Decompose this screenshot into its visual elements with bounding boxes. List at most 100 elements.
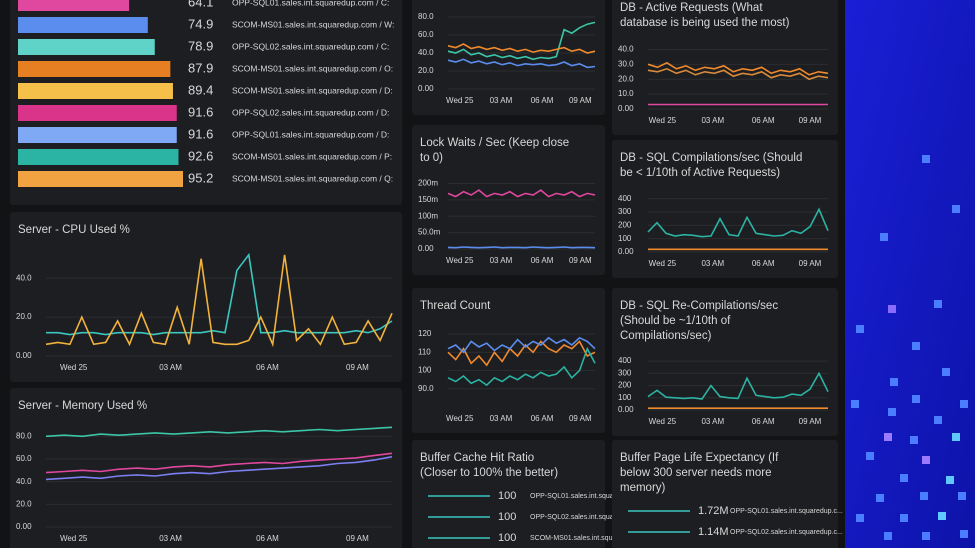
bar-label: SCOM-MS01.sales.int.squaredup.com / P: [232,151,392,161]
y-tick-label: 300 [618,207,632,216]
x-tick-label: Wed 25 [446,96,474,105]
bar-label: OPP-SQL01.sales.int.squaredup.com / C: [232,0,389,7]
series-line [447,189,596,198]
y-tick-label: 20.0 [618,74,634,83]
series-line [647,371,829,400]
x-tick-label: Wed 25 [649,417,677,426]
y-tick-label: 30.0 [618,59,634,68]
bar-value: 89.4 [188,82,213,97]
x-tick-label: Wed 25 [649,259,677,268]
title-line: Thread Count [420,300,491,312]
x-tick-label: 06 AM [752,259,775,268]
title-line: Server - Memory Used % [18,400,147,412]
series-line [447,58,596,69]
y-tick-label: 200 [618,381,632,390]
y-tick-label: 400 [618,356,632,365]
x-tick-label: Wed 25 [649,116,677,125]
bar-label: SCOM-MS01.sales.int.squaredup.com / D: [232,85,393,95]
row-label: OPP-SQL01.sales.int.squar... [530,493,621,500]
x-tick-label: 06 AM [752,116,775,125]
panel-title: Thread Count [420,300,491,312]
x-tick-label: 03 AM [490,256,513,265]
x-tick-label: 03 AM [490,96,513,105]
y-tick-label: 200m [418,179,438,188]
x-tick-label: 06 AM [256,534,279,543]
row-label: OPP-SQL02.sales.int.squar... [530,514,621,521]
series-line [647,207,829,238]
series-line [447,336,596,354]
series-line [647,67,829,81]
x-tick-label: 06 AM [256,363,279,372]
panel-background [412,440,605,548]
title-line: DB - SQL Compilations/sec (Should [620,152,802,164]
panel-background [412,0,605,115]
x-tick-label: 06 AM [531,414,554,423]
panel: Server - Memory Used % 0.00 20.0 40.0 60.0 80… [10,388,402,548]
y-tick-label: 120 [418,329,432,338]
y-tick-label: 400 [618,194,632,203]
title-line: DB - SQL Re-Compilations/sec [620,300,778,312]
x-tick-label: Wed 25 [446,414,474,423]
y-tick-label: 80.0 [418,12,434,21]
bar [18,17,148,33]
panel-title: Server - CPU Used % [18,224,130,236]
series-line [447,340,596,367]
x-tick-label: 03 AM [701,259,724,268]
panel-title: DB - SQL Re-Compilations/sec (Should be ~… [620,300,778,342]
series-line [45,254,393,348]
panel-title: DB - Active Requests (What database is be… [620,2,790,29]
panel-background [412,288,605,433]
y-tick-label: 0.00 [418,244,434,253]
y-tick-label: 100 [418,366,432,375]
y-tick-label: 100 [618,393,632,402]
series-line [46,252,393,336]
y-tick-label: 40.0 [16,273,32,282]
y-tick-label: 200 [618,220,632,229]
bar [18,105,177,121]
y-tick-label: 110 [418,347,431,356]
title-line: be < 1/10th of Active Requests) [620,167,780,179]
y-tick-label: 300 [618,368,632,377]
x-tick-label: Wed 25 [446,256,474,265]
bar-value: 64.1 [188,0,213,9]
x-tick-label: 03 AM [701,116,724,125]
title-line: Buffer Page Life Expectancy (If [620,452,779,464]
bar-label: SCOM-MS01.sales.int.squaredup.com / W: [232,19,394,29]
panel-background [612,440,838,548]
title-line: Compilations/sec) [620,330,712,342]
title-line: database is being used the most) [620,17,790,29]
series-line [45,452,393,474]
bar-value: 78.9 [188,38,213,53]
x-tick-label: 03 AM [159,363,182,372]
series-line [447,346,596,387]
y-tick-label: 0.00 [16,351,32,360]
y-tick-label: 0.00 [418,84,434,93]
y-tick-label: 20.0 [16,499,32,508]
x-tick-label: 09 AM [569,96,592,105]
title-line: Server - CPU Used % [18,224,130,236]
y-tick-label: 0.00 [16,522,32,531]
title-line: Buffer Cache Hit Ratio [420,452,534,464]
row-label: SCOM-MS01.sales.int.squar... [530,535,624,542]
x-tick-label: 03 AM [701,417,724,426]
panel-title: Lock Waits / Sec (Keep close to 0) [420,137,569,164]
y-tick-label: 50.0m [418,228,441,237]
bar-label: SCOM-MS01.sales.int.squaredup.com / Q: [232,173,393,183]
bar [18,171,183,187]
bar [18,0,130,11]
panel-title: Buffer Page Life Expectancy (If below 300… [620,452,779,494]
x-tick-label: 06 AM [531,96,554,105]
y-tick-label: 80.0 [16,431,32,440]
bar-label: SCOM-MS01.sales.int.squaredup.com / O: [232,63,393,73]
bar [18,127,177,143]
x-tick-label: 09 AM [799,417,822,426]
y-tick-label: 20.0 [16,312,32,321]
panel-background [612,288,838,436]
bar-value: 95.2 [188,170,213,185]
panel-title: Buffer Cache Hit Ratio (Closer to 100% th… [420,452,558,479]
x-tick-label: 09 AM [569,414,592,423]
bar-value: 91.6 [188,104,213,119]
y-tick-label: 40.0 [618,45,634,54]
series-line [447,246,596,249]
panel: 0.00 20.0 40.0 60.0 80.0 Wed 25 03 AM 06 AM 09 A… [412,0,605,115]
